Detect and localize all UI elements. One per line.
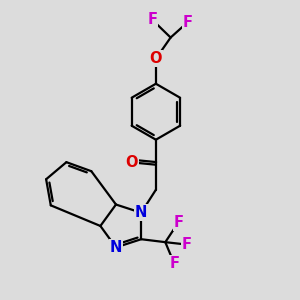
Text: F: F (169, 256, 179, 271)
Text: N: N (110, 240, 122, 255)
Text: O: O (150, 51, 162, 66)
Text: O: O (125, 155, 138, 170)
Text: F: F (182, 237, 191, 252)
Text: F: F (147, 12, 158, 27)
Text: F: F (174, 214, 184, 230)
Text: N: N (135, 205, 147, 220)
Text: F: F (183, 15, 193, 30)
